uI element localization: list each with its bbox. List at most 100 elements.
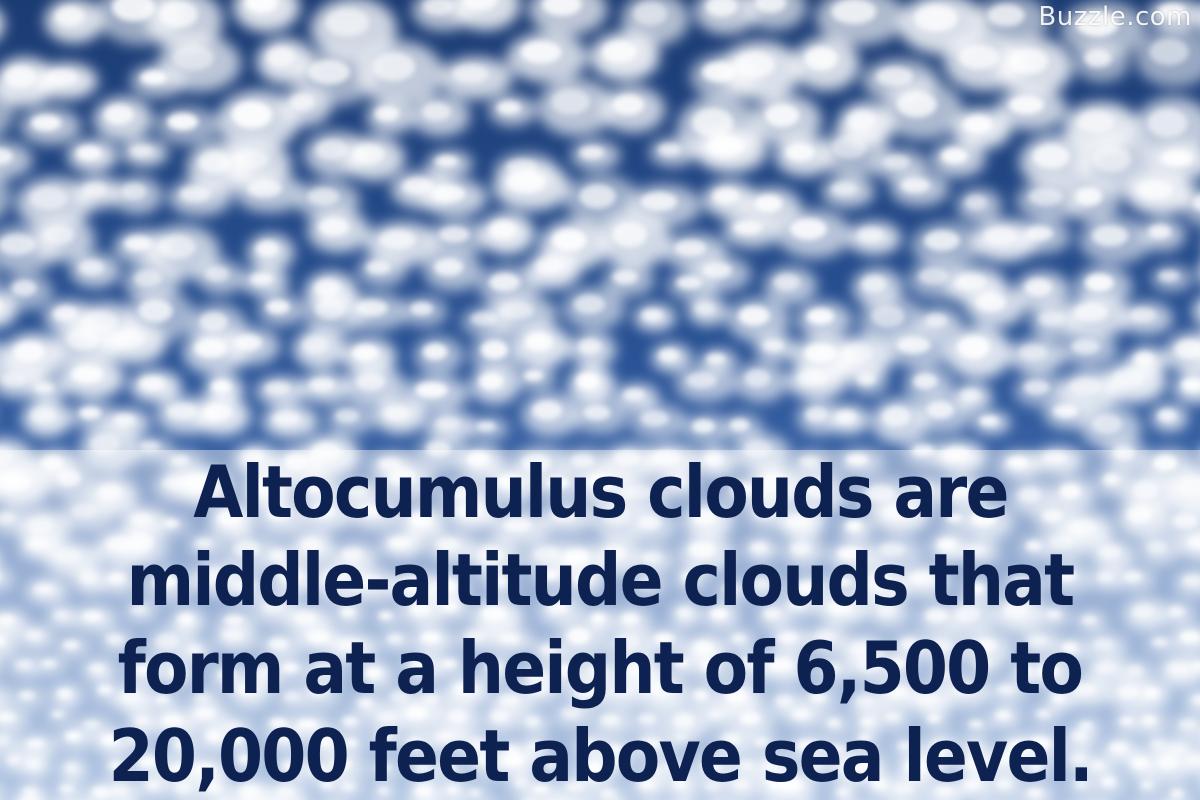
cloud-puff-highlight: [625, 484, 653, 500]
cloud-puff-highlight: [172, 45, 214, 71]
cloud-puff-highlight: [496, 473, 522, 490]
cloud-puff-highlight: [217, 669, 235, 681]
cloud-puff-highlight: [1113, 446, 1135, 461]
cloud-puff-highlight: [438, 226, 470, 243]
cloud-puff-highlight: [161, 714, 184, 727]
cloud-puff-highlight: [600, 714, 621, 726]
cloud-puff-highlight: [575, 685, 598, 697]
cloud-puff-highlight: [371, 52, 416, 82]
cloud-puff-highlight: [900, 177, 931, 194]
cloud-puff-highlight: [527, 741, 541, 752]
cloud-puff-highlight: [491, 577, 507, 587]
cloud-puff-highlight: [857, 657, 881, 672]
cloud-puff-highlight: [806, 308, 835, 325]
cloud-puff-highlight: [139, 376, 165, 391]
cloud-puff-highlight: [375, 763, 390, 772]
cloud-puff-highlight: [453, 682, 476, 695]
cloud-puff-highlight: [281, 662, 300, 673]
cloud-puff-highlight: [827, 601, 853, 615]
cloud-puff-highlight: [41, 659, 57, 668]
cloud-puff-highlight: [377, 787, 390, 794]
cloud-puff-highlight: [946, 513, 963, 523]
cloud-puff-highlight: [566, 627, 591, 645]
cloud-puff-highlight: [355, 299, 389, 317]
cloud-puff-highlight: [752, 577, 770, 590]
cloud-puff-highlight: [767, 777, 785, 790]
cloud-puff-highlight: [4, 66, 36, 89]
cloud-puff-highlight: [224, 721, 242, 732]
cloud-puff-highlight: [1071, 730, 1087, 742]
cloud-puff-highlight: [266, 46, 296, 68]
cloud-puff-highlight: [1017, 665, 1033, 676]
cloud-puff-highlight: [845, 453, 869, 466]
cloud-puff-highlight: [233, 540, 261, 558]
cloud-puff-highlight: [731, 482, 755, 497]
cloud-puff-highlight: [804, 46, 838, 71]
cloud-puff-highlight: [1146, 540, 1168, 554]
cloud-puff-highlight: [302, 335, 329, 354]
cloud-puff-highlight: [155, 633, 180, 650]
cloud-puff-highlight: [639, 737, 662, 750]
cloud-puff-highlight: [686, 372, 717, 389]
cloud-puff-highlight: [740, 656, 759, 669]
cloud-puff-highlight: [565, 781, 585, 792]
cloud-puff-highlight: [414, 763, 431, 773]
cloud-puff-highlight: [885, 686, 909, 698]
cloud-puff-highlight: [739, 711, 761, 726]
cloud-puff-highlight: [947, 483, 971, 497]
cloud-puff-highlight: [925, 755, 942, 764]
cloud-puff-highlight: [247, 179, 283, 198]
cloud-puff-highlight: [193, 763, 215, 774]
cloud-puff-highlight: [623, 388, 645, 401]
cloud-puff-highlight: [13, 341, 45, 363]
cloud-puff-highlight: [254, 666, 272, 679]
cloud-puff-highlight: [524, 370, 544, 381]
cloud-puff-highlight: [1032, 144, 1071, 169]
cloud-puff-highlight: [1157, 409, 1176, 422]
cloud-puff-highlight: [1012, 577, 1032, 588]
cloud-puff-highlight: [1181, 378, 1200, 392]
cloud-puff-highlight: [342, 716, 359, 727]
cloud-puff-highlight: [272, 411, 301, 426]
cloud-puff-highlight: [425, 440, 452, 457]
cloud-puff-highlight: [1152, 454, 1178, 472]
cloud-puff-highlight: [514, 778, 527, 787]
cloud-puff-highlight: [658, 348, 679, 362]
cloud-puff-highlight: [926, 401, 955, 419]
cloud-puff-highlight: [968, 582, 985, 595]
cloud-puff-highlight: [405, 706, 428, 720]
cloud-puff-highlight: [309, 377, 335, 392]
cloud-puff-highlight: [1039, 311, 1065, 327]
cloud-puff-highlight: [1073, 302, 1109, 322]
cloud-puff-highlight: [177, 613, 194, 626]
cloud-puff-highlight: [676, 275, 703, 290]
cloud-puff-highlight: [434, 258, 464, 276]
cloud-puff-highlight: [525, 716, 540, 726]
cloud-puff-highlight: [331, 757, 352, 771]
cloud-puff-highlight: [1073, 683, 1097, 696]
cloud-puff-highlight: [521, 453, 552, 473]
cloud-puff-highlight: [274, 732, 291, 742]
cloud-puff-highlight: [574, 573, 592, 584]
cloud-puff-highlight: [311, 504, 337, 519]
cloud-puff-highlight: [334, 409, 360, 423]
cloud-puff-highlight: [1141, 714, 1157, 726]
cloud-puff-highlight: [53, 610, 69, 620]
cloud-puff-highlight: [839, 760, 859, 773]
cloud-puff-highlight: [1179, 630, 1200, 643]
cloud-puff-highlight: [535, 258, 563, 275]
cloud-puff-highlight: [1054, 569, 1078, 583]
cloud-puff-highlight: [1074, 780, 1088, 789]
cloud-puff-highlight: [897, 741, 913, 750]
cloud-puff-highlight: [546, 601, 570, 615]
cloud-puff-highlight: [378, 458, 401, 470]
cloud-puff-highlight: [831, 181, 858, 196]
cloud-puff-highlight: [217, 509, 241, 526]
cloud-puff-highlight: [357, 574, 382, 589]
cloud-puff-highlight: [402, 177, 434, 195]
cloud-puff-highlight: [379, 229, 416, 250]
cloud-puff-highlight: [754, 0, 787, 13]
cloud-puff-highlight: [900, 638, 918, 650]
cloud-puff-highlight: [879, 542, 906, 557]
cloud-puff-highlight: [527, 669, 545, 682]
